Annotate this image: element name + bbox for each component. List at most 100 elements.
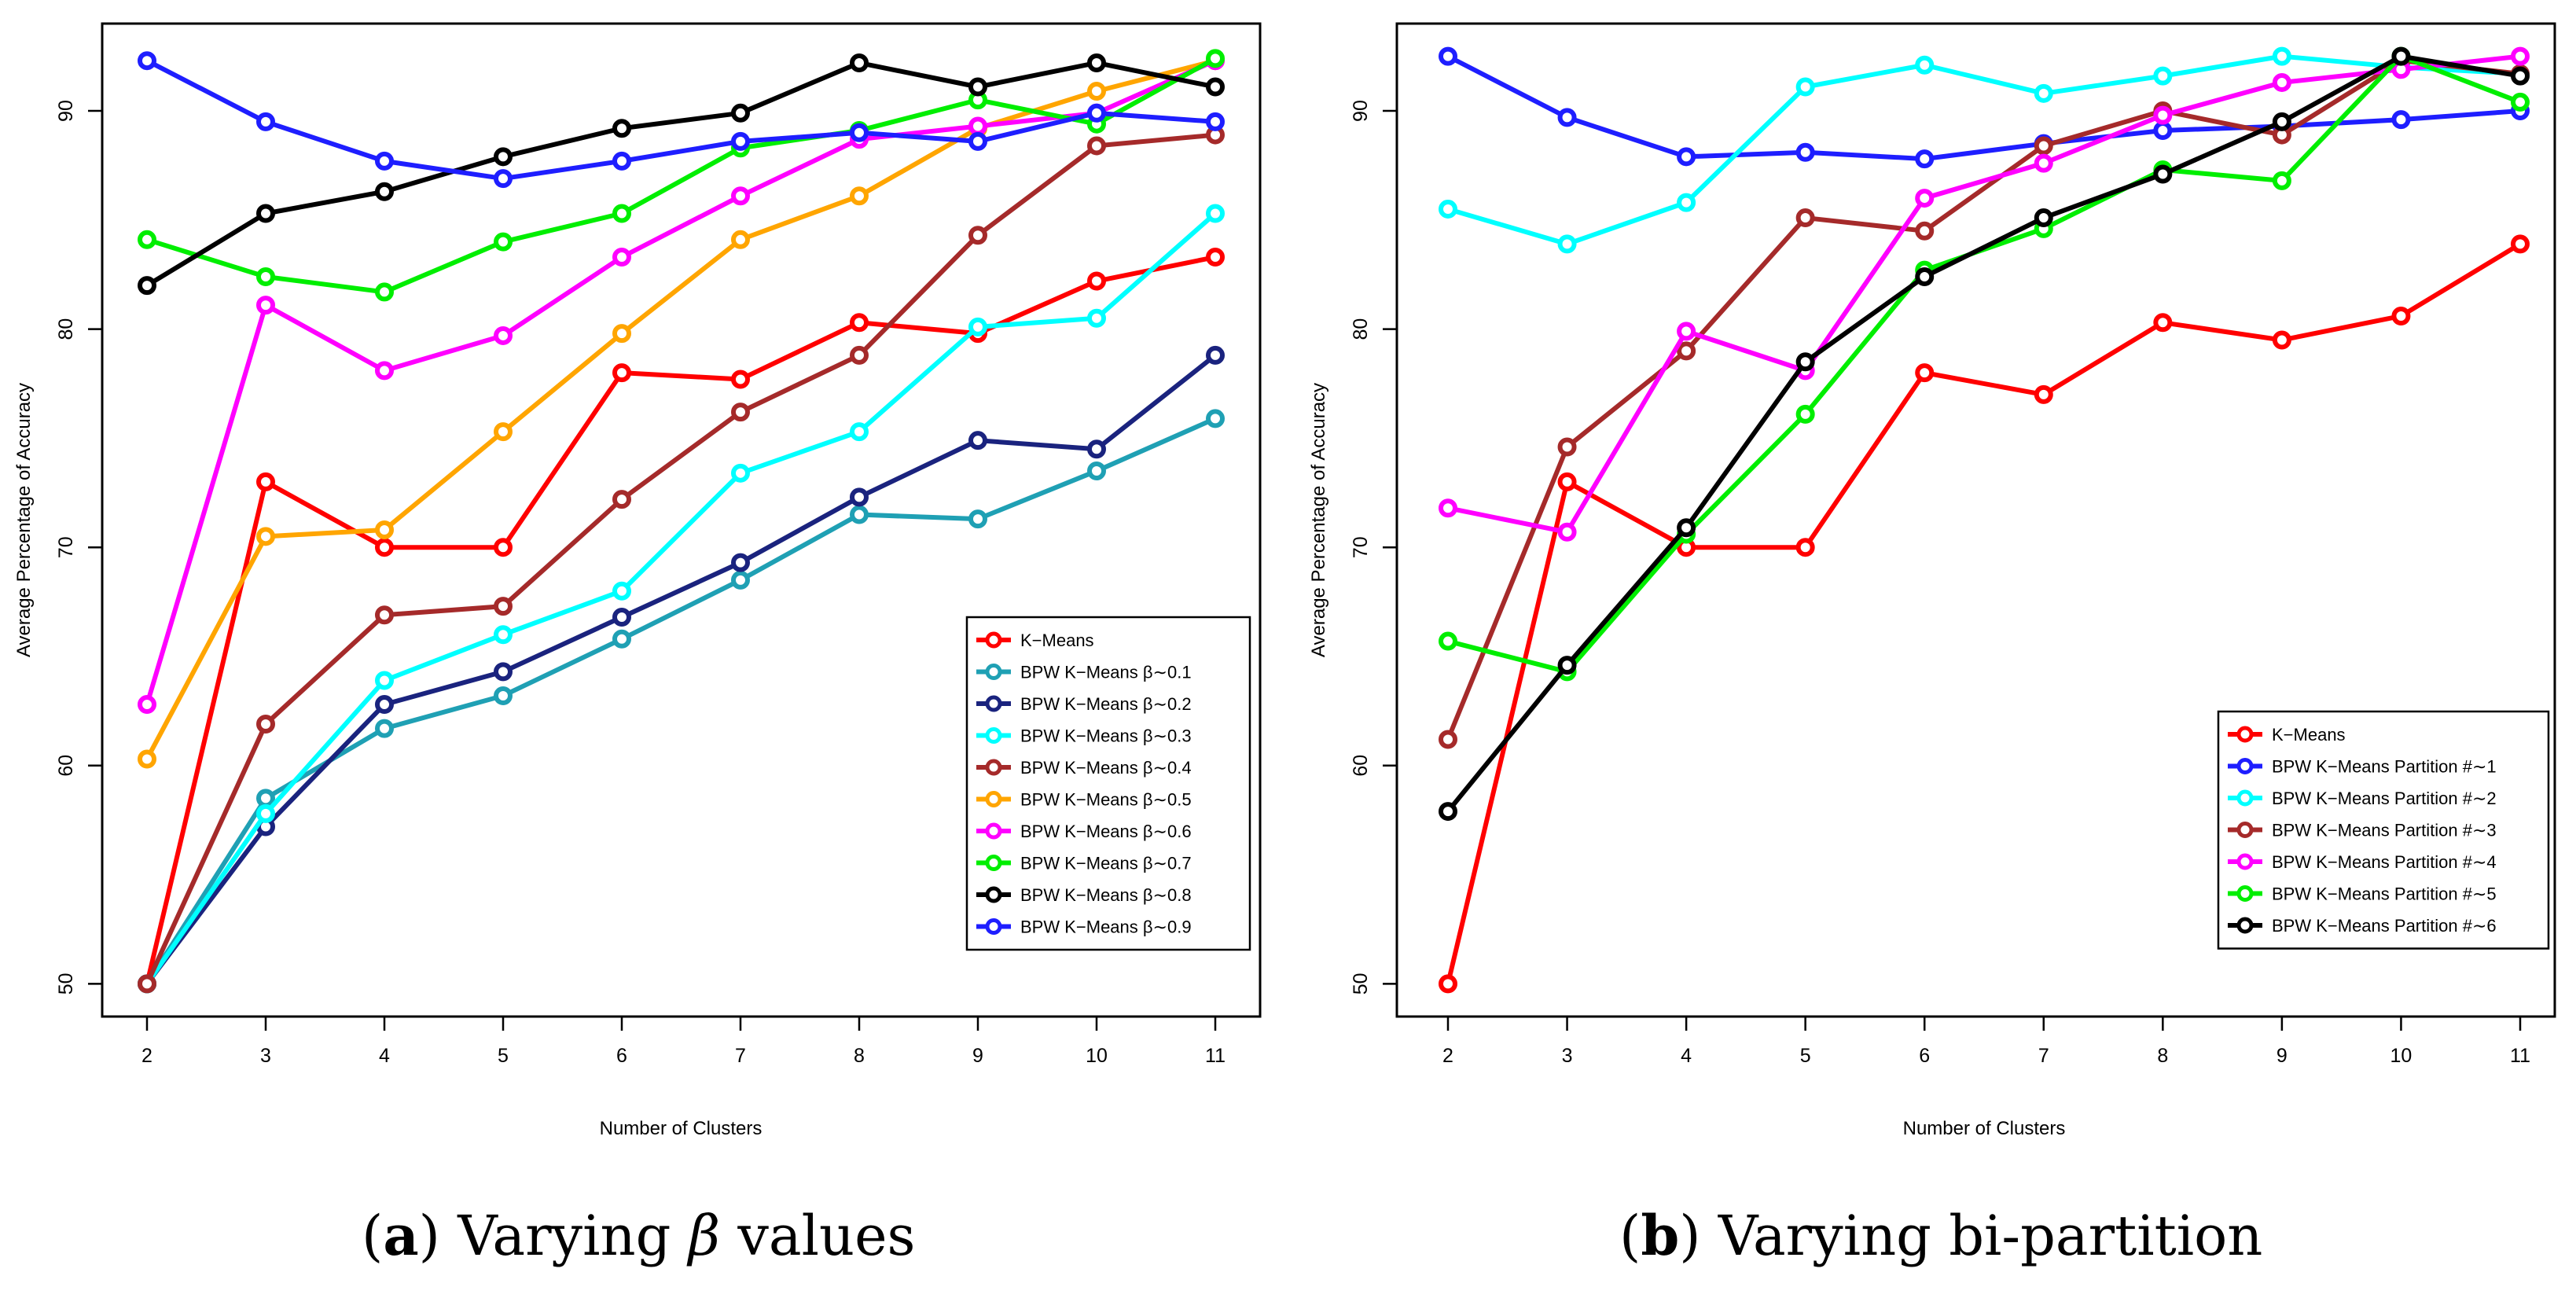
data-point xyxy=(1087,136,1106,156)
data-point xyxy=(2511,46,2530,66)
data-point xyxy=(2391,110,2411,130)
series-line xyxy=(146,56,1217,295)
data-point xyxy=(731,553,750,572)
series-9 xyxy=(138,53,1225,296)
y-tick-label: 80 xyxy=(1350,318,1372,340)
series-line xyxy=(145,211,1217,986)
data-point xyxy=(2034,136,2053,156)
data-point xyxy=(375,719,394,738)
legend-swatch-marker xyxy=(985,695,1002,712)
legend-label: BPW K−Means β∼0.2 xyxy=(1020,694,1192,714)
legend-swatch-marker xyxy=(985,918,1002,935)
data-point xyxy=(256,803,275,823)
data-point xyxy=(1557,522,1577,542)
series-2 xyxy=(1439,46,2530,169)
data-point xyxy=(1087,103,1106,123)
data-point xyxy=(968,431,987,450)
legend-label: BPW K−Means β∼0.7 xyxy=(1020,854,1192,873)
data-point xyxy=(1677,518,1696,538)
x-tick-label: 10 xyxy=(1086,1045,1108,1067)
data-point xyxy=(256,296,275,315)
data-point xyxy=(1557,472,1577,491)
data-point xyxy=(494,422,513,442)
series-6 xyxy=(1439,46,2530,682)
data-point xyxy=(612,581,631,601)
x-tick-label: 11 xyxy=(2510,1045,2530,1067)
data-point xyxy=(2153,313,2173,333)
data-point xyxy=(1439,46,1457,66)
legend-swatch-marker xyxy=(2236,822,2254,838)
data-point xyxy=(1206,49,1225,68)
data-point xyxy=(1677,341,1696,361)
caption-b: (b) Varying bi-partition xyxy=(1619,1203,2263,1268)
data-point xyxy=(612,629,631,649)
series-4 xyxy=(138,204,1225,994)
x-tick-label: 3 xyxy=(1562,1045,1573,1067)
legend-swatch-marker xyxy=(2236,917,2254,934)
data-point xyxy=(612,119,631,138)
data-point xyxy=(1795,142,1815,162)
legend-item: BPW K−Means Partition #∼2 xyxy=(2228,789,2497,808)
data-point xyxy=(612,151,631,171)
data-point xyxy=(2153,164,2173,184)
legend-item: K−Means xyxy=(2228,725,2346,745)
data-point xyxy=(2034,208,2053,228)
data-point xyxy=(375,671,394,690)
series-line xyxy=(145,60,1216,288)
data-point xyxy=(1677,147,1696,167)
data-point xyxy=(1206,112,1225,131)
data-point xyxy=(494,686,513,705)
legend-item: BPW K−Means β∼0.3 xyxy=(976,726,1192,746)
data-point xyxy=(2511,234,2530,254)
legend-item: BPW K−Means β∼0.9 xyxy=(976,917,1192,937)
data-point xyxy=(1795,538,1815,557)
data-point xyxy=(1795,352,1815,372)
data-point xyxy=(2391,46,2411,66)
data-point xyxy=(2272,171,2291,190)
data-point xyxy=(138,749,156,769)
data-point xyxy=(1439,631,1457,651)
data-point xyxy=(612,324,631,344)
data-point xyxy=(731,463,750,483)
chart-panel-b: 2 3 4 5 6 7 8 9 10 11 50 60 70 80 90 Number of Clusters… xyxy=(1308,22,2556,1139)
data-point xyxy=(375,282,394,302)
x-tick-label: 5 xyxy=(1800,1045,1811,1067)
data-point xyxy=(1915,363,1935,383)
data-point xyxy=(2034,83,2053,103)
data-point xyxy=(612,363,631,383)
data-point xyxy=(2153,105,2173,125)
data-point xyxy=(494,625,513,645)
x-tick-label: 4 xyxy=(1681,1045,1692,1067)
legend-item: BPW K−Means β∼0.1 xyxy=(976,663,1192,682)
series-10 xyxy=(138,51,1225,189)
y-axis-label: Average Percentage of Accuracy xyxy=(1308,383,1329,657)
data-point xyxy=(256,472,275,491)
legend-swatch-marker xyxy=(985,886,1002,903)
legend-item: K−Means xyxy=(976,631,1094,650)
legend-swatch-marker xyxy=(985,727,1002,744)
data-point xyxy=(850,313,869,333)
data-point xyxy=(1557,437,1577,457)
legend-label: BPW K−Means β∼0.8 xyxy=(1020,885,1192,905)
data-point xyxy=(138,974,156,994)
x-tick-label: 9 xyxy=(2277,1045,2288,1067)
x-tick-label: 9 xyxy=(972,1045,983,1067)
legend-label: BPW K−Means Partition #∼3 xyxy=(2272,821,2497,840)
data-point xyxy=(1087,308,1106,328)
data-point xyxy=(1915,189,1935,208)
series-line xyxy=(1447,53,2521,247)
legend-item: BPW K−Means β∼0.6 xyxy=(976,822,1192,841)
legend-label: K−Means xyxy=(2272,725,2346,745)
data-point xyxy=(1206,204,1225,223)
data-point xyxy=(850,186,869,206)
data-point xyxy=(494,232,513,252)
data-point xyxy=(1439,730,1457,749)
x-tick-label: 8 xyxy=(2157,1045,2168,1067)
data-point xyxy=(2272,72,2291,92)
data-point xyxy=(1439,802,1457,822)
x-tick-label: 8 xyxy=(854,1045,865,1067)
data-point xyxy=(2511,66,2530,86)
series-line xyxy=(1446,53,2521,813)
legend-item: BPW K−Means Partition #∼4 xyxy=(2228,852,2497,872)
